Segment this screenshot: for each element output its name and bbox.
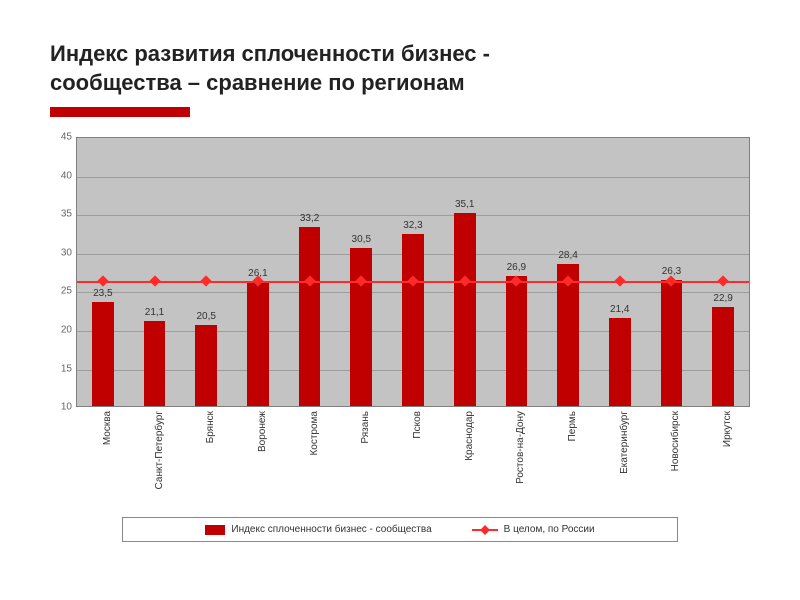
legend-line-label: В целом, по России: [504, 524, 595, 535]
legend-item-bar: Индекс сплоченности бизнес - сообщества: [205, 524, 431, 535]
plot-area: 23,5 21,1 20,5 26,1 33,2 30,5 32,3 35,1 26,9 28,4…: [76, 137, 750, 407]
bar: 21,4: [609, 318, 631, 406]
bar: 33,2: [299, 227, 321, 406]
chart: 1015202530354045 23,521,120,526,133,230,…: [50, 137, 750, 542]
bar: 30,5: [350, 248, 372, 406]
y-tick-label: 10: [61, 402, 72, 413]
y-tick-label: 45: [61, 132, 72, 143]
x-tick-label: Москва: [102, 411, 113, 445]
bar-value-label: 20,5: [196, 311, 215, 322]
x-tick-label: Псков: [412, 411, 423, 439]
bar: 20,5: [195, 325, 217, 406]
y-tick-label: 30: [61, 247, 72, 258]
bar-value-label: 21,1: [145, 307, 164, 318]
x-tick-label: Екатеринбург: [619, 411, 630, 474]
x-tick-label: Иркутск: [722, 411, 733, 447]
y-tick-label: 35: [61, 209, 72, 220]
bar: 26,9: [506, 276, 528, 406]
bar-value-label: 35,1: [455, 199, 474, 210]
bar-value-label: 22,9: [713, 293, 732, 304]
bar: 26,1: [247, 282, 269, 406]
bar-value-label: 21,4: [610, 304, 629, 315]
title-line-1: Индекс развития сплоченности бизнес -: [50, 41, 490, 66]
x-tick-label: Краснодар: [464, 411, 475, 461]
bar-value-label: 30,5: [352, 234, 371, 245]
y-tick-label: 20: [61, 325, 72, 336]
x-tick-label: Воронеж: [257, 411, 268, 452]
bar: 22,9: [712, 307, 734, 407]
bar-value-label: 26,9: [507, 262, 526, 273]
legend-swatch-line: [472, 529, 498, 531]
y-axis: 1015202530354045: [50, 137, 76, 407]
bar: 21,1: [144, 321, 166, 407]
y-tick-label: 25: [61, 286, 72, 297]
bar-value-label: 32,3: [403, 220, 422, 231]
bar-value-label: 28,4: [558, 250, 577, 261]
legend-swatch-bar: [205, 525, 225, 535]
bar: 35,1: [454, 213, 476, 407]
y-tick-label: 40: [61, 170, 72, 181]
y-tick-label: 15: [61, 363, 72, 374]
bar: 26,3: [661, 280, 683, 406]
bar: 32,3: [402, 234, 424, 406]
chart-title: Индекс развития сплоченности бизнес - со…: [50, 40, 750, 97]
x-tick-label: Санкт-Петербург: [154, 411, 165, 489]
legend: Индекс сплоченности бизнес - сообщества …: [122, 517, 678, 542]
x-tick-label: Кострома: [309, 411, 320, 456]
bars-layer: 23,5 21,1 20,5 26,1 33,2 30,5 32,3 35,1 26,9 28,4…: [77, 138, 749, 406]
x-tick-label: Ростов-на-Дону: [515, 411, 526, 484]
accent-divider: [50, 107, 190, 117]
bar-value-label: 33,2: [300, 213, 319, 224]
legend-item-line: В целом, по России: [472, 524, 595, 535]
x-tick-label: Новосибирск: [670, 411, 681, 471]
title-line-2: сообщества – сравнение по регионам: [50, 70, 465, 95]
legend-bar-label: Индекс сплоченности бизнес - сообщества: [231, 524, 431, 535]
bar: 23,5: [92, 302, 114, 406]
bar-value-label: 23,5: [93, 288, 112, 299]
x-axis: Москва Санкт-Петербург Брянск Воронеж Костро…: [76, 407, 750, 507]
slide: Индекс развития сплоченности бизнес - со…: [0, 0, 800, 600]
x-tick-label: Брянск: [205, 411, 216, 443]
x-tick-label: Пермь: [567, 411, 578, 441]
x-tick-label: Рязань: [360, 411, 371, 444]
